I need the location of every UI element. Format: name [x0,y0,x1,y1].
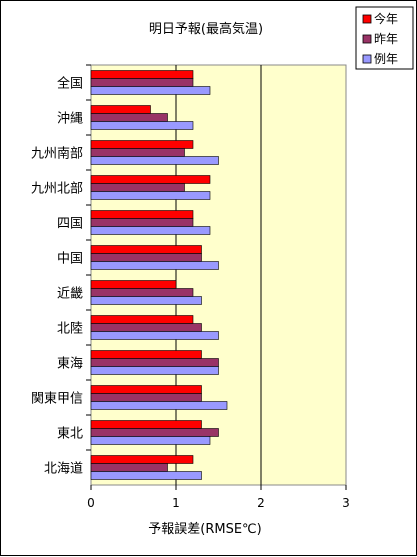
bar [90,183,185,192]
category-label: 東海 [57,356,83,372]
category-label: 中国 [57,252,83,267]
category-label: 沖縄 [57,112,83,127]
bar [90,78,194,87]
category-label: 全国 [57,76,83,92]
bar [90,331,219,340]
category-label: 近畿 [57,287,83,302]
bar [90,121,194,130]
x-tick-label: 2 [257,496,265,510]
plot-area [90,64,347,486]
bar [90,436,211,445]
gridlines [175,65,262,485]
bar [90,175,211,184]
bar [90,420,202,429]
category-label: 関東甲信 [31,391,83,407]
bar [90,323,202,332]
bar [90,393,202,402]
x-tick-label: 0 [87,496,95,510]
bar [90,210,194,219]
legend-swatch [362,54,372,64]
bar [90,218,194,227]
bar [90,70,194,79]
bar [90,366,219,375]
category-label: 九州南部 [31,146,83,162]
bar [90,113,168,122]
bar [90,253,202,262]
bar [90,350,202,359]
category-label: 九州北部 [31,182,83,197]
bars [90,70,228,480]
category-label: 北陸 [57,321,83,337]
bar [90,455,194,464]
x-tick-label: 1 [172,496,180,510]
legend-label: 今年 [374,11,398,26]
legend-label: 例年 [374,52,398,66]
legend-swatch [362,34,372,44]
legend-label: 昨年 [374,32,398,46]
bar [90,86,211,95]
bar [90,401,228,410]
bar [90,226,211,235]
bar [90,148,185,157]
bar [90,140,194,149]
category-label: 北海道 [44,462,83,477]
bar [90,245,202,254]
bar [90,358,219,367]
bar [90,471,202,480]
bar [90,105,151,114]
bar [90,385,202,394]
bar [90,156,219,165]
bar [90,428,219,437]
x-tick-labels: 0 1 2 3 [87,485,350,510]
bar [90,296,202,305]
bar [90,288,194,297]
bar [90,280,177,289]
x-axis-label: 予報誤差(RMSE℃) [148,521,261,537]
x-tick-label: 3 [342,496,350,510]
chart-title: 明日予報(最高気温) [149,21,263,37]
bar [90,463,168,472]
category-label: 四国 [57,217,83,232]
bar [90,261,219,270]
legend-swatch [362,14,372,24]
bar [90,315,194,324]
category-label: 東北 [57,426,83,442]
bar [90,191,211,200]
